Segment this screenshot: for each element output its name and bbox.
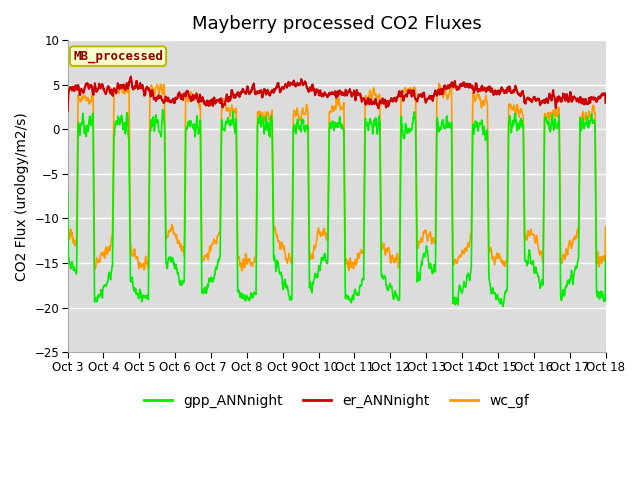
Text: MB_processed: MB_processed (73, 49, 163, 63)
Y-axis label: CO2 Flux (urology/m2/s): CO2 Flux (urology/m2/s) (15, 112, 29, 280)
Title: Mayberry processed CO2 Fluxes: Mayberry processed CO2 Fluxes (192, 15, 481, 33)
Legend: gpp_ANNnight, er_ANNnight, wc_gf: gpp_ANNnight, er_ANNnight, wc_gf (138, 389, 534, 414)
